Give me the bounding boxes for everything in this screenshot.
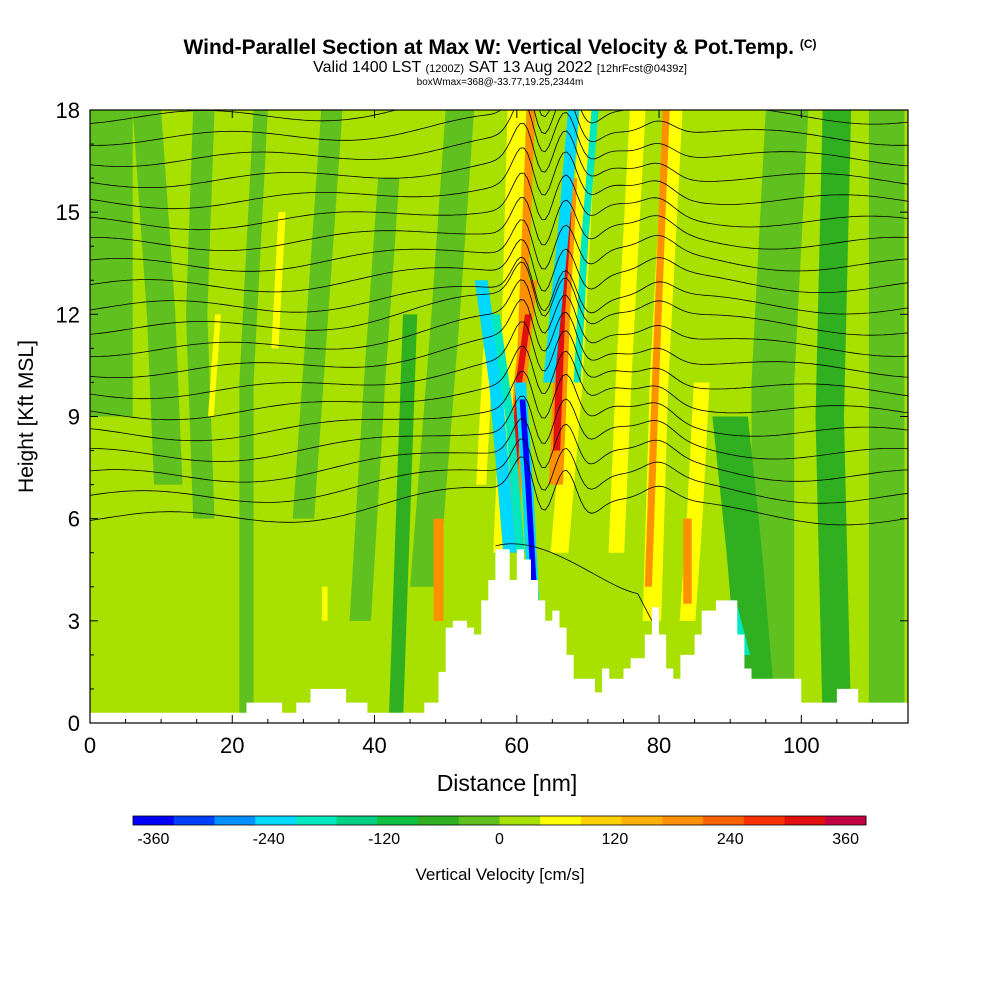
colorbar-swatch — [662, 816, 704, 825]
isentrope-line — [90, 395, 908, 462]
velocity-band — [543, 110, 580, 383]
velocity-band — [90, 110, 133, 417]
colorbar-swatch — [703, 816, 745, 825]
isentrope-line — [90, 123, 908, 188]
isentrope-line — [90, 371, 908, 442]
velocity-band — [239, 110, 268, 723]
isentrope-line — [90, 438, 908, 504]
velocity-band — [491, 314, 525, 553]
colorbar-label: Vertical Velocity [cm/s] — [415, 865, 584, 884]
x-tick-label: 60 — [505, 733, 529, 758]
colorbar-tick-label: 240 — [717, 831, 744, 848]
velocity-band — [410, 110, 475, 587]
velocity-band — [553, 212, 572, 451]
velocity-band — [271, 212, 286, 349]
colorbar-frame — [132, 815, 867, 826]
colorbar-swatch — [255, 816, 297, 825]
x-tick-label: 40 — [362, 733, 386, 758]
isentrope-line — [90, 110, 908, 167]
colorbar-swatch — [825, 816, 867, 825]
y-tick-label: 12 — [56, 302, 80, 327]
colorbar-tick-label: 120 — [602, 831, 629, 848]
velocity-band — [132, 110, 183, 485]
isentrope-line — [90, 239, 908, 293]
colorbar-swatch — [418, 816, 460, 825]
y-tick-label: 6 — [68, 507, 80, 532]
x-tick-label: 20 — [220, 733, 244, 758]
chart-subtitle: Valid 1400 LST (1200Z) SAT 13 Aug 2022 [… — [313, 59, 687, 76]
velocity-band — [292, 110, 343, 519]
velocity-band — [388, 314, 418, 723]
colorbar-tick-label: 0 — [495, 831, 504, 848]
velocity-band — [208, 314, 221, 417]
isentrope-line — [90, 345, 908, 421]
isentrope-line — [90, 279, 908, 357]
chart-box-info: boxWmax=368@-33.77,19.25,2344m — [416, 77, 584, 88]
colorbar-swatch — [499, 816, 541, 825]
isentrope-line — [90, 172, 908, 231]
y-tick-label: 3 — [68, 609, 80, 634]
colorbar-tick-label: 360 — [832, 831, 859, 848]
y-tick-label: 0 — [68, 711, 80, 736]
x-tick-label: 80 — [647, 733, 671, 758]
isentrope-line — [495, 543, 653, 622]
colorbar-swatch — [377, 816, 419, 825]
isentrope-line — [90, 321, 908, 400]
velocity-band — [712, 416, 777, 723]
colorbar-tick-label: -120 — [368, 831, 400, 848]
colorbar-swatch — [173, 816, 215, 825]
velocity-field — [90, 46, 908, 723]
isentrope-line — [90, 147, 908, 210]
velocity-band — [321, 586, 328, 621]
velocity-band — [815, 110, 852, 723]
x-tick-label: 100 — [783, 733, 820, 758]
colorbar-swatch — [540, 816, 582, 825]
velocity-band — [474, 280, 517, 553]
y-axis-label: Height [Kft MSL] — [15, 340, 38, 493]
colorbar-tick-label: -360 — [137, 831, 169, 848]
colorbar-swatch — [784, 816, 826, 825]
isentrope-line — [90, 197, 908, 251]
isentrope-line — [90, 110, 908, 146]
chart-title: Wind-Parallel Section at Max W: Vertical… — [183, 36, 817, 59]
colorbar-swatch — [458, 816, 500, 825]
colorbar-swatch — [295, 816, 338, 825]
velocity-band — [186, 110, 215, 519]
isentrope-line — [90, 110, 908, 125]
velocity-band — [683, 518, 692, 604]
y-tick-label: 18 — [56, 98, 80, 123]
colorbar-swatch — [214, 816, 256, 825]
y-tick-label: 15 — [56, 200, 80, 225]
velocity-band — [751, 110, 809, 723]
colorbar-swatch — [580, 816, 623, 825]
terrain-mask — [90, 549, 908, 723]
colorbar-swatch — [743, 816, 786, 825]
isentrope-line — [90, 261, 908, 336]
colorbar-swatch — [133, 816, 175, 825]
velocity-band — [608, 110, 646, 553]
isentrope-line — [90, 456, 908, 526]
isentrope-line — [90, 46, 908, 103]
velocity-band — [433, 518, 444, 621]
isentrope-line — [90, 299, 908, 378]
isentrope-line — [90, 219, 908, 272]
colorbar-swatch — [621, 816, 663, 825]
isentrope-line — [90, 418, 908, 483]
colorbar-tick-label: -240 — [253, 831, 285, 848]
velocity-band — [573, 110, 599, 383]
x-axis-label: Distance [nm] — [437, 770, 578, 796]
isentrope-line — [90, 256, 908, 315]
y-tick-label: 9 — [68, 405, 80, 430]
velocity-band — [868, 110, 905, 723]
velocity-band — [519, 399, 537, 587]
x-tick-label: 0 — [84, 733, 96, 758]
colorbar-swatch — [336, 816, 378, 825]
